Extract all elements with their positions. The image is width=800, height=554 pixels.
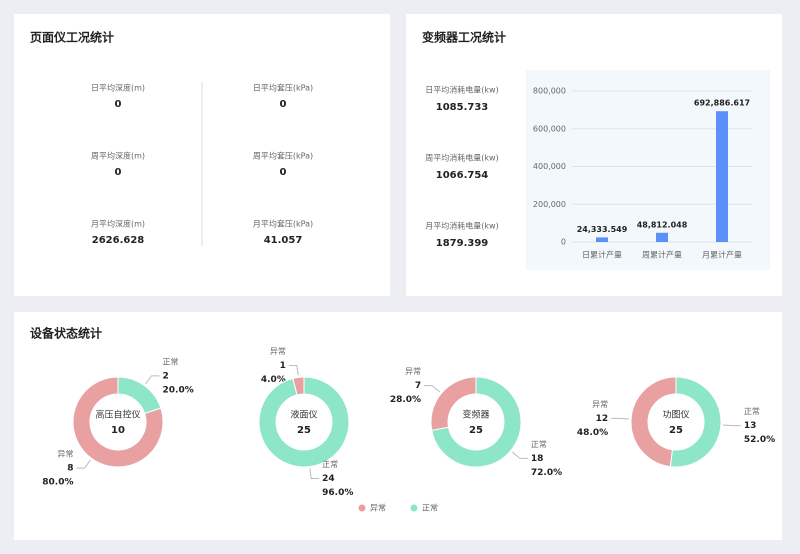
leader-line <box>145 375 160 385</box>
stat-label: 月平均消耗电量(kw) <box>425 221 498 231</box>
panel-title: 页面仪工况统计 <box>30 30 114 45</box>
stat-value: 0 <box>280 167 287 178</box>
donut-slice <box>669 376 722 468</box>
stat-value: 2626.628 <box>92 235 145 246</box>
slice-count: 8 <box>67 464 73 474</box>
x-tick-label: 日累计产量 <box>582 250 622 260</box>
y-tick-label: 400,000 <box>533 162 566 171</box>
slice-percent: 96.0% <box>322 488 353 498</box>
slice-name: 异常 <box>57 450 73 459</box>
legend-marker <box>410 504 418 512</box>
slice-percent: 80.0% <box>42 478 73 488</box>
stat-value: 0 <box>280 99 287 110</box>
x-tick-label: 月累计产量 <box>702 250 742 260</box>
leader-line <box>76 459 91 469</box>
donut-total: 25 <box>669 425 683 436</box>
stat-value: 1879.399 <box>436 238 489 249</box>
stat-label: 周平均消耗电量(kw) <box>425 153 498 163</box>
leader-line <box>288 364 299 376</box>
slice-percent: 20.0% <box>163 385 194 395</box>
donut-slice <box>72 376 164 468</box>
slice-count: 1 <box>280 361 286 371</box>
leader-line <box>511 451 528 459</box>
bar <box>596 237 608 242</box>
stat-value: 1085.733 <box>436 102 489 113</box>
slice-name: 正常 <box>744 407 760 416</box>
data-label: 692,886.617 <box>694 99 750 108</box>
donut-title: 高压自控仪 <box>95 409 140 421</box>
donut-slice <box>630 376 677 468</box>
y-tick-label: 200,000 <box>533 200 566 209</box>
stat-value: 0 <box>115 167 122 178</box>
slice-name: 异常 <box>405 367 421 376</box>
leader-line <box>722 424 741 427</box>
stat-label: 周平均深度(m) <box>91 151 145 161</box>
legend-label: 正常 <box>422 504 438 513</box>
stat-label: 日平均深度(m) <box>91 83 145 93</box>
stat-value: 41.057 <box>264 235 303 246</box>
slice-name: 异常 <box>592 400 608 409</box>
donut-slice <box>258 376 350 468</box>
y-tick-label: 600,000 <box>533 124 566 133</box>
stat-label: 周平均套压(kPa) <box>253 151 313 161</box>
data-label: 24,333.549 <box>577 225 628 234</box>
stat-label: 日平均套压(kPa) <box>253 83 313 93</box>
slice-percent: 52.0% <box>744 435 775 445</box>
slice-percent: 28.0% <box>390 395 421 405</box>
slice-name: 正常 <box>322 460 338 469</box>
slice-name: 正常 <box>163 357 179 366</box>
slice-percent: 72.0% <box>531 468 562 478</box>
stat-value: 0 <box>115 99 122 110</box>
slice-count: 2 <box>163 371 169 381</box>
stat-label: 月平均深度(m) <box>91 219 145 229</box>
y-tick-label: 800,000 <box>533 87 566 96</box>
donut-slice <box>117 376 162 414</box>
slice-name: 异常 <box>270 347 286 356</box>
bar <box>716 111 728 242</box>
slice-percent: 4.0% <box>261 375 286 385</box>
leader-line <box>309 468 320 480</box>
donut-title: 液面仪 <box>290 409 317 421</box>
legend-label: 异常 <box>370 504 386 513</box>
slice-percent: 48.0% <box>577 428 608 438</box>
data-label: 48,812.048 <box>637 220 688 229</box>
stat-label: 日平均消耗电量(kw) <box>425 85 498 95</box>
panel <box>14 312 782 540</box>
donut-total: 25 <box>469 425 483 436</box>
slice-count: 24 <box>322 474 335 484</box>
legend-marker <box>358 504 366 512</box>
donut-total: 25 <box>297 425 311 436</box>
slice-count: 18 <box>531 454 544 464</box>
panel-title: 设备状态统计 <box>30 326 102 341</box>
chart-area <box>526 70 770 270</box>
panel-title: 变频器工况统计 <box>422 30 506 45</box>
x-tick-label: 周累计产量 <box>642 250 682 260</box>
slice-count: 13 <box>744 421 757 431</box>
donut-slice <box>431 376 522 468</box>
slice-count: 12 <box>596 414 609 424</box>
donut-title: 变频器 <box>462 409 489 421</box>
bar <box>656 232 668 242</box>
slice-count: 7 <box>415 381 421 391</box>
slice-name: 正常 <box>531 440 547 449</box>
stat-value: 1066.754 <box>436 170 489 181</box>
donut-total: 10 <box>111 425 125 436</box>
leader-line <box>424 385 441 393</box>
stat-label: 月平均套压(kPa) <box>253 219 313 229</box>
donut-title: 功图仪 <box>662 410 689 421</box>
y-tick-label: 0 <box>561 238 566 247</box>
leader-line <box>611 417 630 420</box>
